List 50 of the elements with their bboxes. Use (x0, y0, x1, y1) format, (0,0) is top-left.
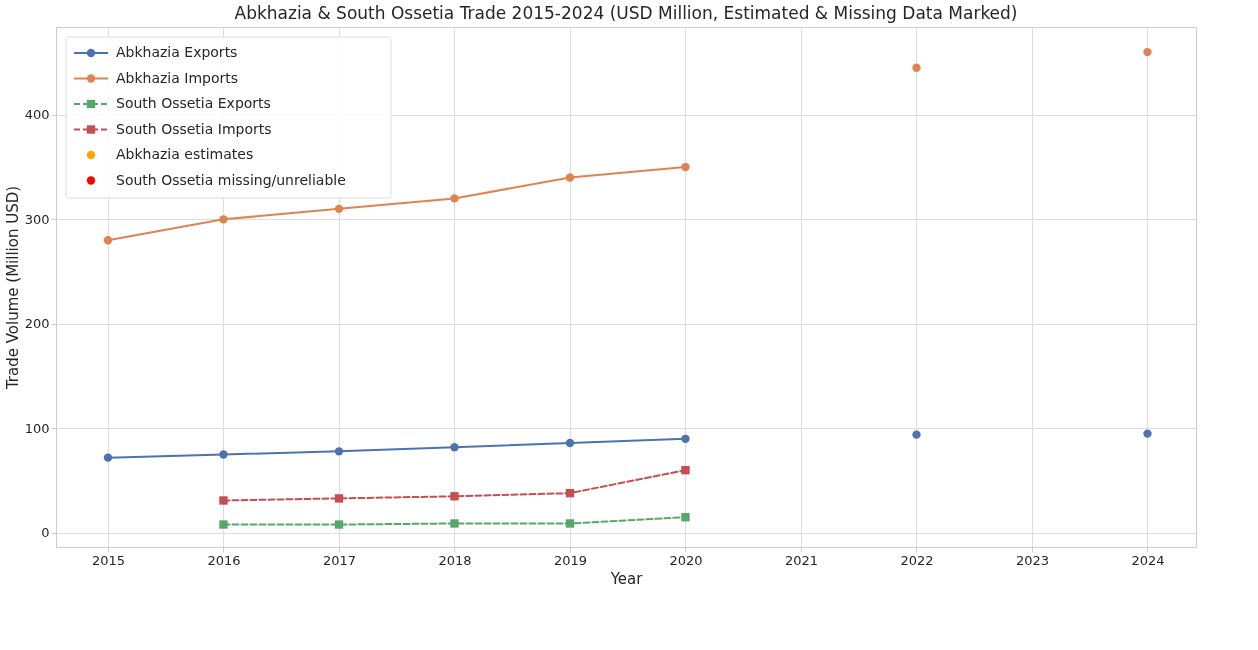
x-tick-label: 2015 (91, 552, 126, 568)
point (103, 453, 113, 462)
point (681, 162, 690, 172)
legend-label: South Ossetia missing/unreliable (116, 171, 346, 188)
point (565, 438, 575, 448)
point (681, 465, 690, 475)
point (103, 236, 113, 245)
y-tick-label: 100 (24, 420, 50, 436)
x-axis-title: Year (609, 569, 644, 588)
y-tick-label: 400 (24, 107, 50, 123)
legend-label: Abkhazia Imports (116, 69, 239, 86)
point (565, 488, 575, 498)
point (334, 520, 344, 529)
y-tick-label: 0 (41, 525, 50, 541)
point (219, 215, 228, 224)
legend-label: Abkhazia estimates (116, 146, 254, 162)
point (450, 492, 459, 501)
point (565, 173, 575, 182)
x-tick-label: 2019 (553, 552, 588, 568)
chart-title: Abkhazia & South Ossetia Trade 2015-2024 (USD Million, Estimated & Missing Data Marked) (234, 3, 1018, 23)
point (450, 194, 459, 203)
y-axis-title: Trade Volume (Million USD) (3, 185, 22, 391)
point (334, 494, 344, 503)
x-tick-label: 2018 (438, 552, 472, 568)
point (334, 204, 344, 214)
point (912, 63, 921, 72)
legend-label: South Ossetia Imports (116, 120, 272, 137)
x-tick-label: 2024 (1131, 552, 1165, 568)
x-tick-label: 2016 (207, 552, 241, 568)
point (912, 430, 921, 439)
y-tick-label: 300 (24, 211, 50, 227)
point (681, 434, 690, 443)
point (450, 443, 459, 452)
legend-label: South Ossetia Exports (116, 95, 271, 111)
point (219, 496, 228, 505)
point (219, 450, 228, 459)
x-tick-label: 2021 (784, 552, 819, 568)
legend-label: Abkhazia Exports (116, 44, 238, 60)
point (219, 520, 228, 529)
y-tick-label: 200 (24, 316, 50, 332)
point (565, 519, 575, 528)
point (1143, 429, 1152, 438)
point (681, 513, 690, 522)
x-tick-label: 2022 (900, 552, 934, 568)
x-tick-label: 2017 (322, 552, 357, 568)
x-tick-label: 2020 (669, 552, 703, 568)
point (1143, 47, 1152, 57)
point (450, 519, 459, 528)
point (334, 447, 344, 456)
x-tick-label: 2023 (1015, 552, 1050, 568)
